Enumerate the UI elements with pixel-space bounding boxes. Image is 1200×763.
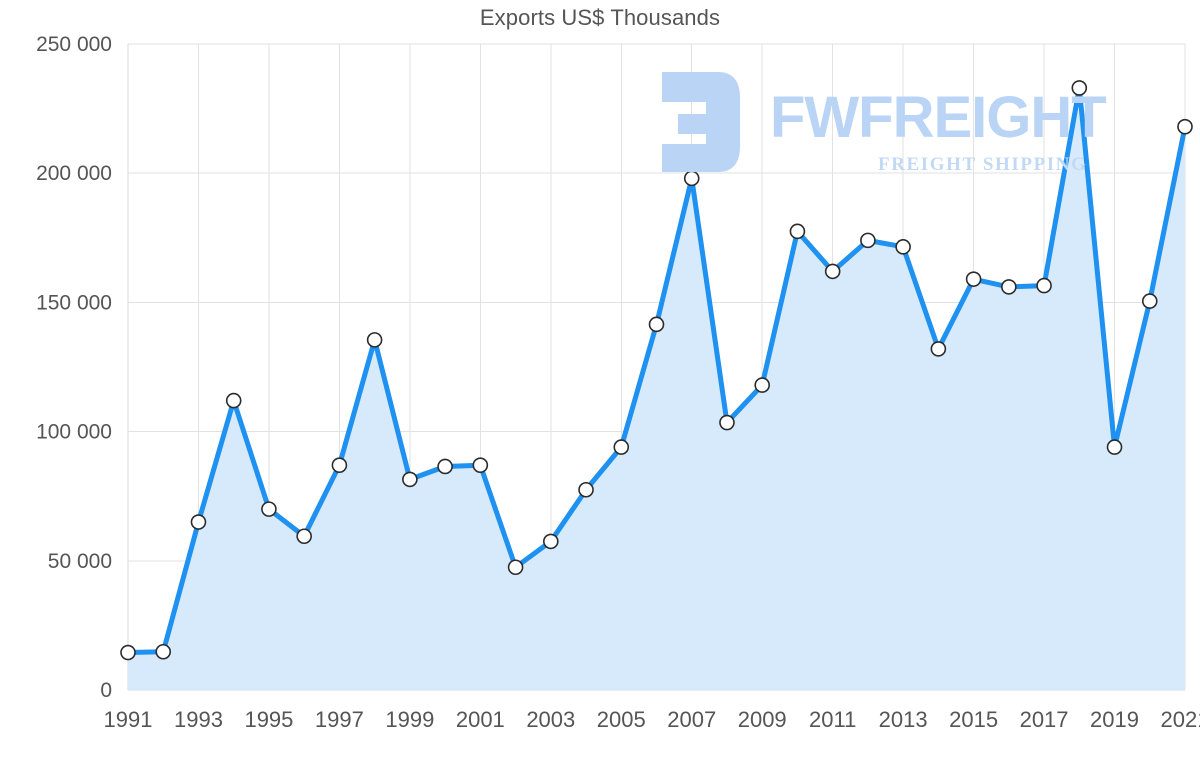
data-point-marker (225, 392, 242, 409)
data-point-marker (366, 332, 383, 348)
data-point-marker (331, 457, 348, 473)
y-tick-label: 200 000 (36, 162, 112, 185)
data-point-marker (683, 170, 700, 187)
data-point-marker (261, 501, 277, 517)
series-markers-group (120, 80, 1193, 661)
x-tick-label: 1999 (385, 707, 434, 732)
data-point-marker (719, 414, 735, 431)
y-tick-label: 0 (100, 679, 112, 702)
data-point-marker (437, 458, 453, 475)
x-tick-label: 2015 (949, 707, 998, 732)
x-tick-label: 1995 (244, 707, 293, 732)
y-tick-label: 100 000 (36, 421, 112, 444)
data-point-marker (120, 644, 136, 661)
x-axis-tick-labels: 1991 1993 1995 1997 1999 2001 2003 2005 2007 2009… (104, 707, 1200, 732)
y-axis-tick-labels: 0 50 000 100 000 150 000 200 000 250 000 (36, 33, 112, 702)
x-tick-label: 2007 (667, 707, 716, 732)
x-tick-label: 2017 (1020, 707, 1069, 732)
data-point-marker (472, 457, 489, 473)
series-area-fill (128, 87, 1185, 691)
data-point-marker (613, 439, 630, 455)
data-point-marker (965, 271, 982, 287)
data-point-marker (507, 559, 524, 576)
y-tick-label: 50 000 (48, 550, 112, 573)
data-point-marker (542, 533, 559, 550)
data-point-marker (860, 232, 876, 249)
data-point-marker (1001, 279, 1017, 295)
x-tick-label: 2013 (879, 707, 928, 732)
data-point-marker (296, 528, 312, 545)
data-point-marker (930, 341, 947, 357)
x-tick-label: 2009 (738, 707, 787, 732)
data-point-marker (1141, 293, 1158, 309)
x-tick-label: 2011 (809, 707, 856, 732)
x-tick-label: 2021 (1161, 707, 1200, 732)
x-tick-label: 1993 (174, 707, 223, 732)
y-tick-label: 150 000 (36, 291, 112, 314)
data-point-marker (1177, 118, 1193, 135)
y-tick-label: 250 000 (36, 33, 112, 56)
x-tick-label: 2003 (526, 707, 575, 732)
data-point-marker (895, 239, 911, 255)
data-point-marker (754, 377, 771, 393)
data-point-marker (190, 514, 207, 530)
x-tick-label: 1997 (315, 707, 364, 732)
data-point-marker (402, 471, 418, 488)
x-tick-label: 2001 (456, 707, 505, 732)
data-point-marker (648, 316, 665, 333)
x-tick-label: 2005 (597, 707, 646, 732)
x-tick-label: 1991 (104, 707, 153, 732)
data-point-marker (824, 263, 841, 280)
x-tick-label: 2019 (1090, 707, 1139, 732)
data-point-marker (1036, 277, 1052, 294)
data-point-marker (578, 481, 594, 498)
chart-title: Exports US$ Thousands (479, 5, 721, 30)
data-point-marker (789, 223, 806, 240)
data-point-marker (1071, 80, 1088, 96)
data-point-marker (155, 643, 172, 660)
data-point-marker (1106, 439, 1123, 455)
